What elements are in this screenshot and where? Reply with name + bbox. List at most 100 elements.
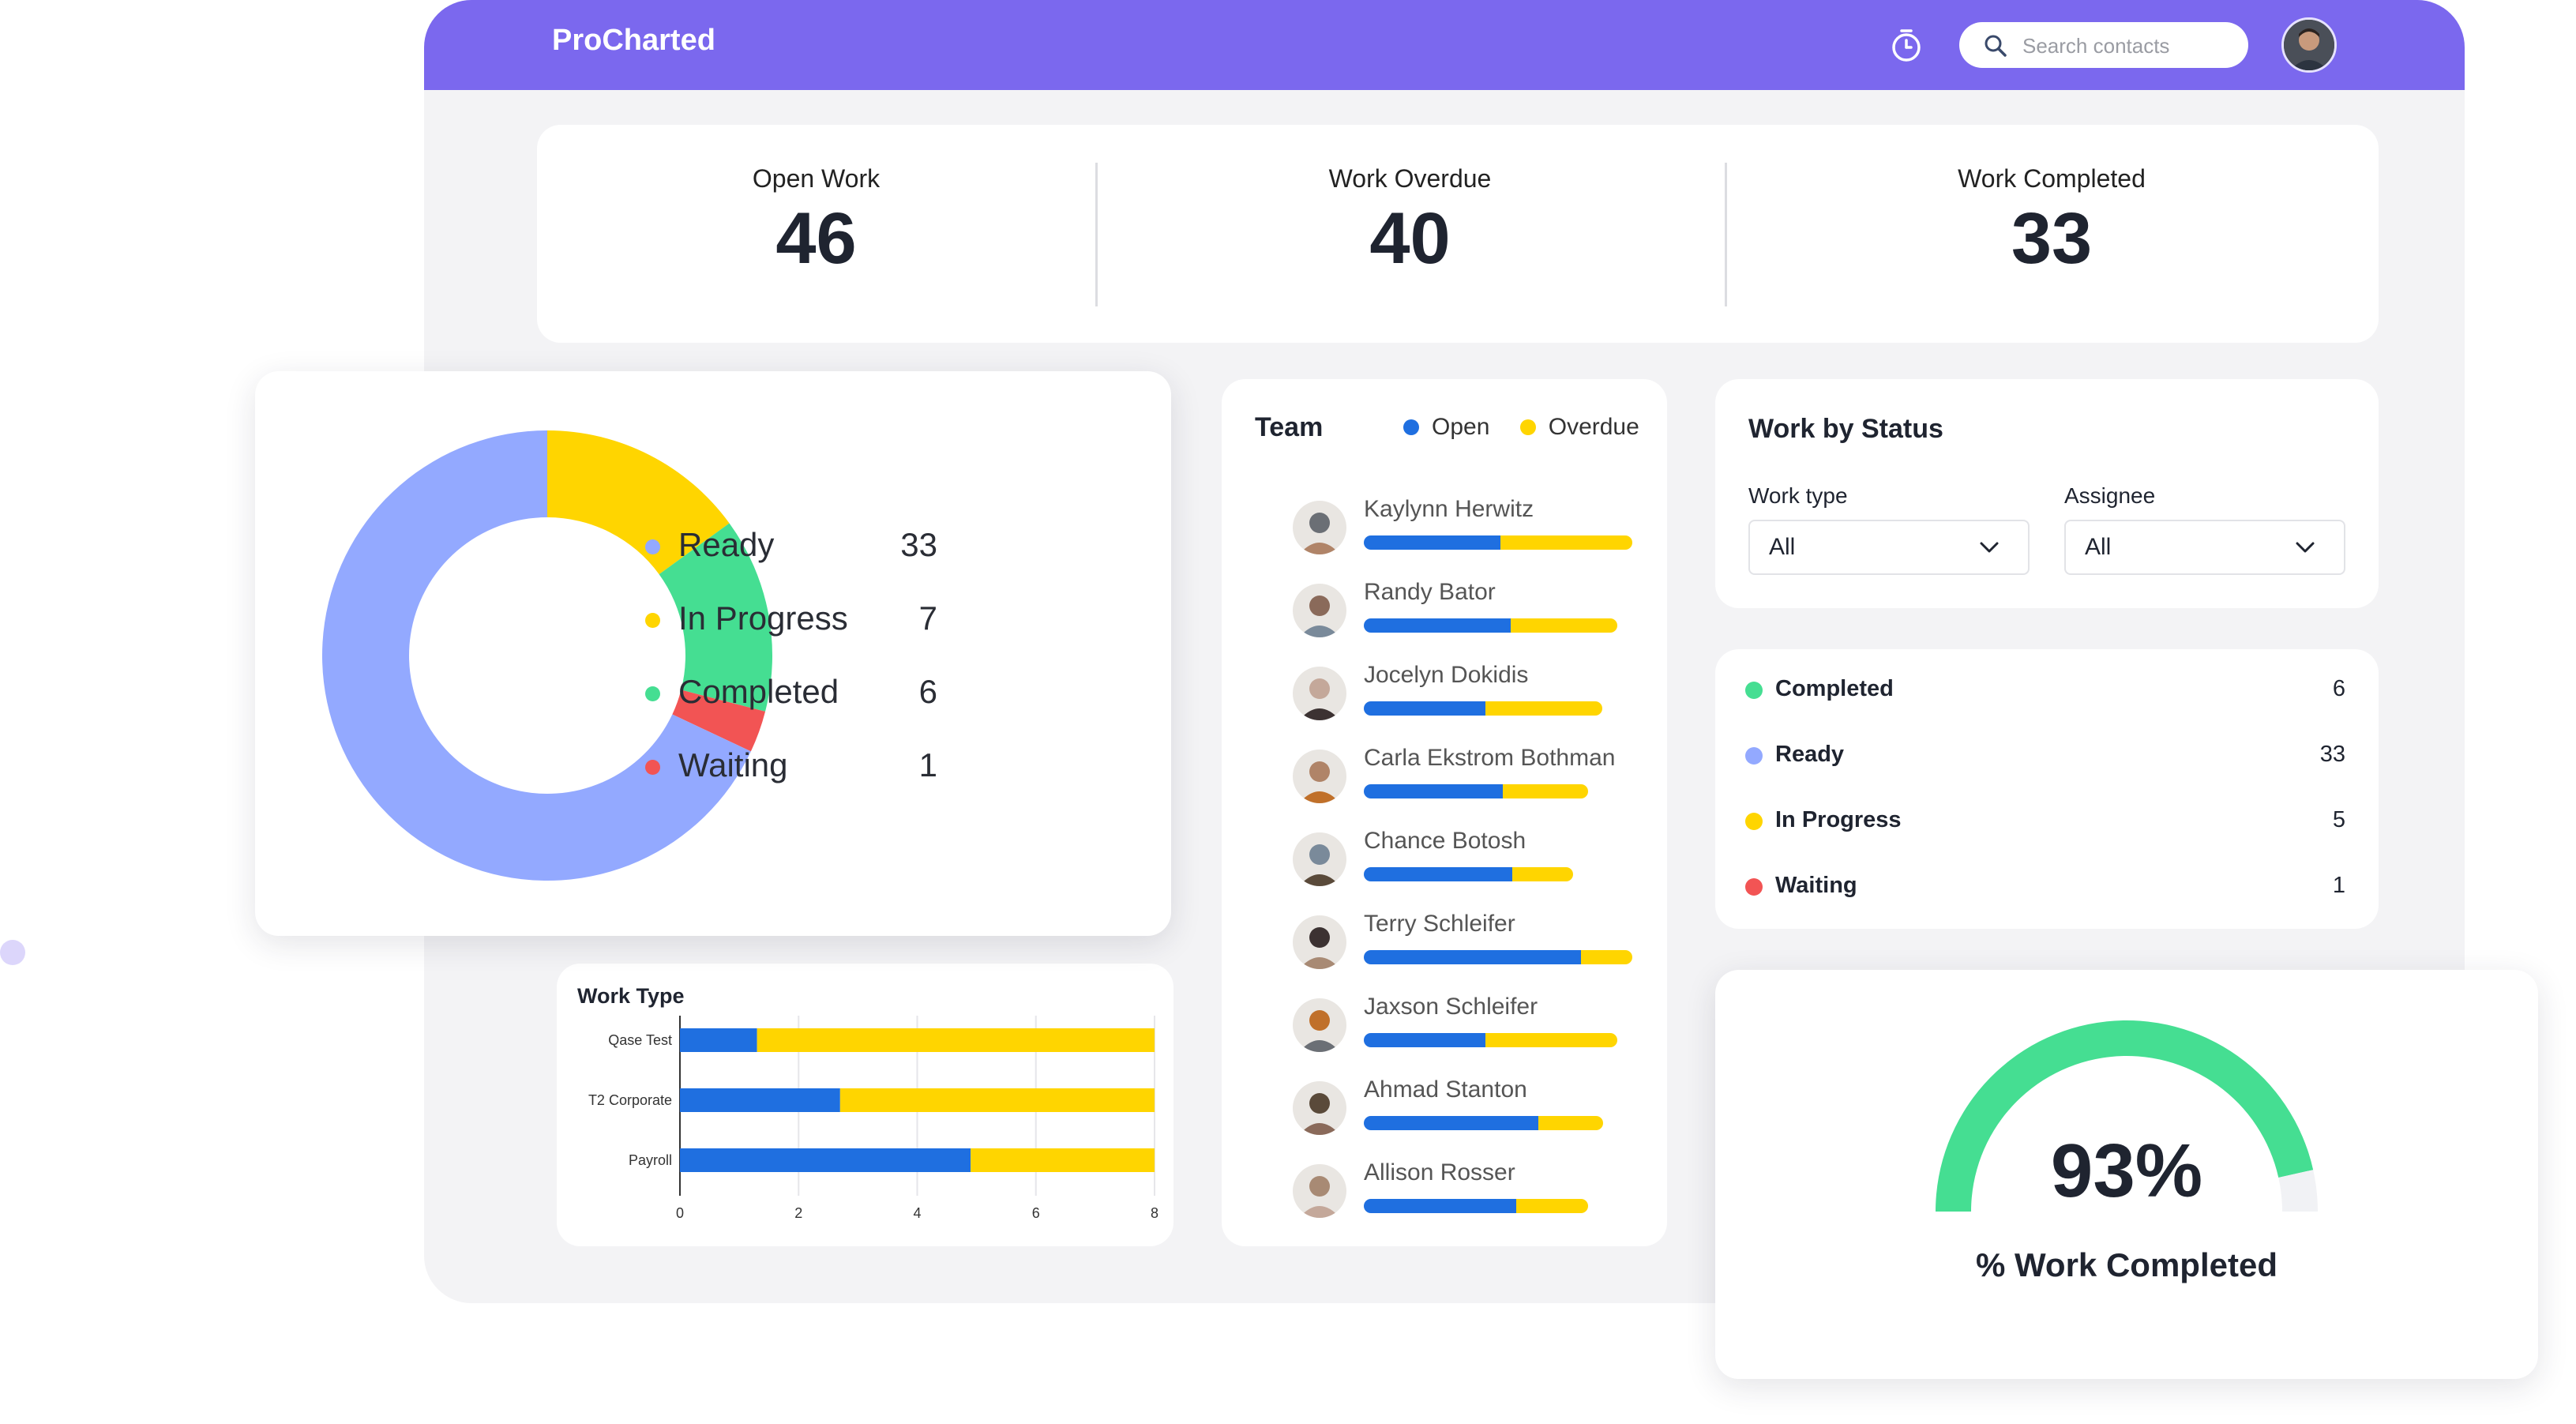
kpi-divider	[1725, 163, 1727, 306]
work-type-filter-label: Work type	[1748, 483, 1848, 508]
status-list-card: Completed 6 Ready 33 In Progress 5 Waiti…	[1715, 649, 2379, 929]
search-icon	[1985, 35, 2007, 57]
team-member-row[interactable]: Kaylynn Herwitz	[1222, 496, 1667, 567]
member-name: Jocelyn Dokidis	[1364, 662, 1529, 688]
member-avatar	[1293, 667, 1346, 720]
kpi-divider	[1095, 163, 1098, 306]
bar-overdue[interactable]	[839, 1088, 1155, 1112]
member-overdue-bar	[1503, 784, 1588, 798]
member-name: Jaxson Schleifer	[1364, 994, 1538, 1020]
status-label: Ready	[1775, 742, 1845, 767]
work-type-select[interactable]: All	[1748, 520, 2030, 575]
bar-open[interactable]	[680, 1148, 971, 1172]
kpi-card: Open Work 46 Work Overdue 40 Work Comple…	[537, 125, 2379, 343]
donut-slice-in-progress[interactable]	[547, 430, 730, 575]
bar-overdue[interactable]	[757, 1028, 1155, 1052]
team-member-row[interactable]: Randy Bator	[1222, 579, 1667, 650]
kpi-work-completed: Work Completed 33	[1725, 125, 2379, 343]
team-member-row[interactable]: Jocelyn Dokidis	[1222, 662, 1667, 733]
team-member-row[interactable]: Jaxson Schleifer	[1222, 994, 1667, 1065]
status-label: In Progress	[1775, 807, 1902, 832]
bar-open[interactable]	[680, 1088, 840, 1112]
kpi-value: 46	[775, 198, 857, 279]
status-dot	[1745, 747, 1763, 765]
kpi-value: 40	[1369, 198, 1451, 279]
member-open-bar	[1364, 618, 1511, 633]
member-overdue-bar	[1516, 1199, 1588, 1213]
status-count: 6	[2332, 676, 2345, 701]
member-name: Terry Schleifer	[1364, 911, 1515, 937]
team-member-row[interactable]: Chance Botosh	[1222, 828, 1667, 899]
gauge-fill-arc	[1936, 1020, 2314, 1212]
brand-logo[interactable]: ProCharted	[552, 24, 715, 57]
member-avatar	[1293, 501, 1346, 554]
member-overdue-bar	[1485, 1033, 1617, 1047]
legend-dot	[645, 760, 660, 775]
y-category-label: Qase Test	[608, 1032, 672, 1048]
work-type-select-value: All	[1769, 534, 1796, 560]
status-row-waiting: Waiting 1	[1745, 873, 2345, 904]
member-open-bar	[1364, 535, 1500, 550]
status-row-completed: Completed 6	[1745, 676, 2345, 708]
search-input[interactable]	[2021, 27, 2237, 65]
x-tick-label: 8	[1151, 1205, 1158, 1221]
team-legend: Open Overdue	[1403, 414, 1639, 441]
legend-open-dot	[1403, 419, 1419, 435]
top-bar: ProCharted	[424, 0, 2465, 90]
x-tick-label: 4	[913, 1205, 921, 1221]
member-avatar	[1293, 750, 1346, 803]
x-tick-label: 2	[794, 1205, 802, 1221]
member-open-bar	[1364, 1033, 1485, 1047]
work-type-title: Work Type	[577, 984, 685, 1008]
legend-label: Waiting	[678, 746, 788, 783]
member-avatar	[1293, 584, 1346, 637]
donut-slice-completed[interactable]	[659, 523, 772, 712]
gauge-label: % Work Completed	[1976, 1246, 2277, 1283]
member-open-bar	[1364, 867, 1512, 881]
team-member-row[interactable]: Ahmad Stanton	[1222, 1076, 1667, 1148]
member-name: Ahmad Stanton	[1364, 1076, 1527, 1103]
assignee-filter-label: Assignee	[2064, 483, 2156, 508]
member-open-bar	[1364, 950, 1581, 964]
chevron-down-icon	[2296, 542, 2315, 553]
work-by-status-card: Work by Status Work type All Assignee Al…	[1715, 379, 2379, 608]
bar-overdue[interactable]	[971, 1148, 1155, 1172]
status-donut-chart	[322, 430, 772, 881]
kpi-value: 33	[2011, 198, 2093, 279]
member-open-bar	[1364, 784, 1503, 798]
donut-card: Ready 33 In Progress 7 Completed 6 Waiti…	[255, 371, 1171, 936]
legend-value: 33	[900, 526, 937, 563]
timer-icon[interactable]	[1887, 26, 1925, 64]
member-avatar	[1293, 998, 1346, 1052]
team-member-row[interactable]: Terry Schleifer	[1222, 911, 1667, 982]
search-box[interactable]	[1959, 22, 2248, 68]
legend-value: 6	[918, 673, 937, 710]
member-overdue-bar	[1500, 535, 1632, 550]
completion-gauge	[1936, 1020, 2318, 1212]
legend-dot	[645, 539, 660, 554]
team-member-row[interactable]: Allison Rosser	[1222, 1159, 1667, 1231]
legend-label: In Progress	[678, 599, 848, 637]
assignee-select[interactable]: All	[2064, 520, 2345, 575]
bar-open[interactable]	[680, 1028, 757, 1052]
member-name: Allison Rosser	[1364, 1159, 1515, 1185]
team-card: Team Open Overdue Kaylynn Herwitz Randy B…	[1222, 379, 1667, 1246]
member-name: Chance Botosh	[1364, 828, 1526, 854]
status-count: 1	[2332, 873, 2345, 898]
status-dot	[1745, 813, 1763, 830]
user-avatar[interactable]	[2281, 17, 2337, 73]
x-tick-label: 6	[1032, 1205, 1040, 1221]
legend-dot	[645, 686, 660, 701]
status-count: 33	[2319, 742, 2345, 767]
member-overdue-bar	[1511, 618, 1617, 633]
team-member-row[interactable]: Carla Ekstrom Bothman	[1222, 745, 1667, 816]
legend-label: Ready	[678, 526, 775, 563]
gauge-track-arc	[2278, 1170, 2318, 1212]
member-overdue-bar	[1512, 867, 1573, 881]
member-avatar	[1293, 1164, 1346, 1218]
donut-slice-waiting[interactable]	[672, 689, 766, 752]
legend-open-label: Open	[1432, 414, 1490, 440]
donut-slice-ready[interactable]	[322, 430, 751, 881]
member-avatar	[1293, 1081, 1346, 1135]
status-row-in-progress: In Progress 5	[1745, 807, 2345, 839]
